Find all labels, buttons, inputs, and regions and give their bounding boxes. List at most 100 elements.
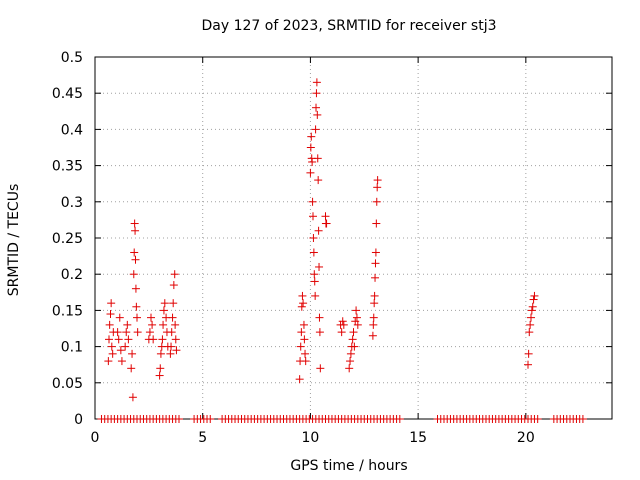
- data-point: [309, 234, 318, 242]
- data-point: [310, 270, 319, 279]
- data-point: [523, 360, 532, 369]
- data-point: [145, 328, 154, 337]
- x-axis-label: GPS time / hours: [290, 458, 407, 474]
- data-point: [313, 154, 322, 163]
- data-point: [312, 103, 321, 112]
- data-point: [130, 248, 139, 257]
- data-point: [308, 157, 317, 166]
- data-point: [313, 110, 322, 119]
- y-tick-label: 0.25: [52, 231, 83, 247]
- data-point: [372, 197, 381, 206]
- data-point: [352, 306, 361, 315]
- data-point: [127, 364, 136, 373]
- data-point: [337, 328, 346, 337]
- y-tick-label: 0.45: [52, 86, 83, 102]
- y-tick-label: 0.4: [61, 122, 83, 138]
- ticks: [94, 56, 612, 420]
- data-point: [108, 349, 117, 358]
- data-point: [105, 335, 114, 344]
- data-point: [373, 183, 382, 192]
- data-point: [309, 212, 318, 221]
- y-tick-label: 0.3: [61, 195, 83, 211]
- data-point: [167, 342, 176, 351]
- data-point: [107, 299, 116, 308]
- data-point: [338, 317, 347, 326]
- data-point: [123, 320, 132, 329]
- data-point: [167, 328, 176, 337]
- data-point: [309, 248, 318, 257]
- data-point: [528, 302, 537, 311]
- data-point: [395, 415, 404, 423]
- data-point: [346, 357, 355, 366]
- data-point: [306, 143, 315, 152]
- data-point: [348, 335, 357, 344]
- data-point: [299, 320, 308, 329]
- data-point: [349, 328, 358, 337]
- data-point: [321, 212, 330, 221]
- data-point: [527, 306, 536, 315]
- data-point: [345, 364, 354, 373]
- data-point: [106, 310, 115, 319]
- data-point: [132, 302, 141, 311]
- data-point: [350, 342, 359, 351]
- data-point: [316, 364, 325, 373]
- data-point: [158, 335, 167, 344]
- data-point: [206, 415, 215, 423]
- data-point: [526, 320, 535, 329]
- data-point: [310, 277, 319, 286]
- y-tick-label: 0.1: [61, 340, 83, 356]
- data-point: [322, 219, 331, 228]
- data-point: [315, 328, 324, 337]
- data-point: [121, 342, 130, 351]
- x-tick-label: 0: [91, 430, 100, 446]
- y-tick-label: 0.35: [52, 159, 83, 175]
- data-point: [166, 349, 175, 358]
- data-point: [524, 349, 533, 358]
- data-point: [314, 226, 323, 235]
- data-point: [169, 299, 178, 308]
- data-point: [533, 415, 542, 423]
- data-point: [170, 270, 179, 279]
- data-point: [175, 415, 184, 423]
- data-point: [133, 328, 142, 337]
- data-point: [117, 357, 126, 366]
- y-axis-label: SRMTID / TECUs: [6, 184, 22, 297]
- data-point: [128, 393, 137, 402]
- data-point: [306, 168, 315, 177]
- data-point: [129, 270, 138, 279]
- data-point: [308, 197, 317, 206]
- data-point: [156, 364, 165, 373]
- data-point: [116, 346, 125, 355]
- data-point: [169, 281, 178, 290]
- data-point: [369, 313, 378, 322]
- data-point: [122, 328, 131, 337]
- data-point: [296, 342, 305, 351]
- data-point: [525, 328, 534, 337]
- data-point: [371, 273, 380, 282]
- data-point: [131, 284, 140, 293]
- data-point: [295, 375, 304, 384]
- data-point: [171, 320, 180, 329]
- data-point: [160, 299, 169, 308]
- data-point: [301, 349, 310, 358]
- y-tick-label: 0: [74, 412, 83, 428]
- data-point: [105, 320, 114, 329]
- data-point: [104, 357, 113, 366]
- data-point: [168, 313, 177, 322]
- data-point: [172, 346, 181, 355]
- data-point: [339, 320, 348, 329]
- data-point: [311, 125, 320, 134]
- y-tick-label: 0.5: [61, 50, 83, 66]
- data-point: [298, 291, 307, 300]
- data-point: [529, 295, 538, 304]
- data-point: [369, 320, 378, 329]
- data-point: [346, 349, 355, 358]
- data-point: [314, 176, 323, 185]
- y-tick-label: 0.15: [52, 303, 83, 319]
- tick-labels: 0 5 10 15 20 0 0.05 0.1 0.15 0.2 0.25 0.3 0.35 0.4 0.4…: [52, 50, 535, 446]
- data-point: [149, 335, 158, 344]
- data-point: [301, 357, 310, 366]
- y-tick-label: 0.05: [52, 376, 83, 392]
- data-point: [315, 313, 324, 322]
